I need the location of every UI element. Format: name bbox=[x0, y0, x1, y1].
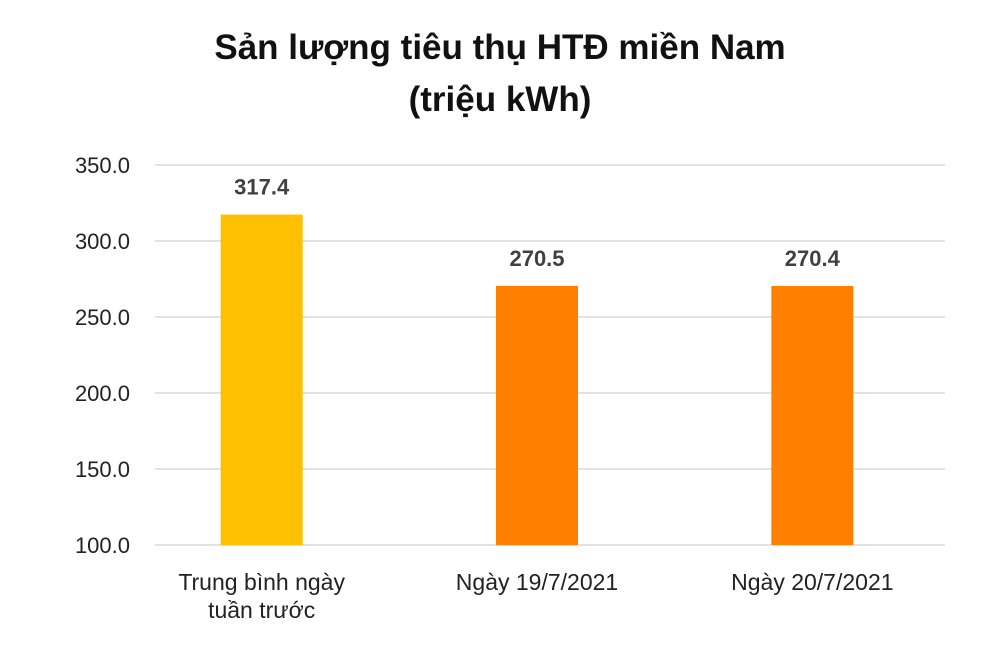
y-tick-label: 200.0 bbox=[75, 381, 130, 406]
chart-title-line-2: (triệu kWh) bbox=[408, 80, 592, 119]
data-label: 270.4 bbox=[785, 246, 841, 271]
y-tick-label: 100.0 bbox=[75, 533, 130, 558]
bar bbox=[496, 285, 578, 545]
y-tick-label: 350.0 bbox=[75, 153, 130, 178]
data-label: 270.5 bbox=[509, 246, 564, 271]
chart-title: Sản lượng tiêu thụ HTĐ miền Nam (triệu k… bbox=[0, 22, 1000, 126]
chart-title-line-1: Sản lượng tiêu thụ HTĐ miền Nam bbox=[214, 28, 786, 67]
x-category-label: Ngày 20/7/2021 bbox=[731, 569, 893, 595]
y-tick-label: 250.0 bbox=[75, 305, 130, 330]
x-category-label: Ngày 19/7/2021 bbox=[456, 569, 618, 595]
y-tick-label: 150.0 bbox=[75, 457, 130, 482]
x-category-label: Trung bình ngày bbox=[178, 569, 345, 595]
bar bbox=[771, 285, 854, 545]
x-category-label: tuần trước bbox=[208, 597, 315, 623]
y-tick-label: 300.0 bbox=[75, 229, 130, 254]
data-label: 317.4 bbox=[234, 175, 290, 200]
bar bbox=[220, 214, 303, 545]
